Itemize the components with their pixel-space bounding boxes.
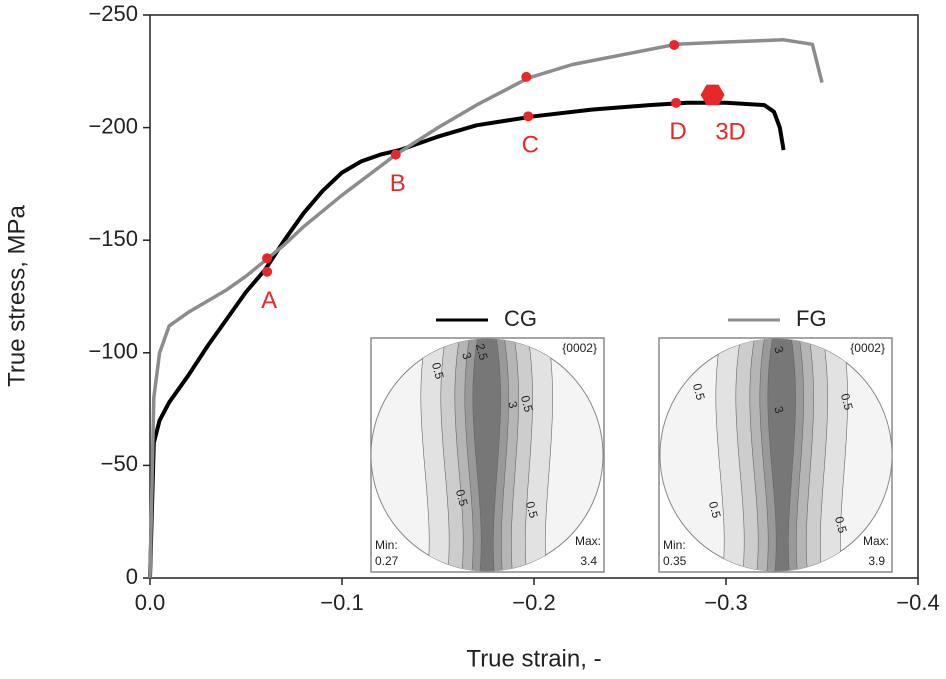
inset-min: 0.27 (375, 554, 399, 568)
contour-label: 3 (459, 351, 474, 361)
inset-min-label: Min: (375, 538, 398, 552)
hexagon-marker (700, 84, 725, 106)
y-tick-label: −200 (88, 113, 138, 138)
inset-max-label: Max: (575, 534, 601, 548)
marker (262, 266, 273, 277)
x-tick-label: −0.2 (512, 590, 555, 615)
contour-label: 0.5 (690, 382, 708, 402)
inset-min: 0.35 (663, 554, 687, 568)
contour-label: 0.5 (706, 500, 724, 520)
contour-label: 0.5 (429, 361, 447, 381)
contour-band (767, 339, 796, 571)
y-tick-label: 0 (126, 564, 138, 589)
contour-label: 3 (771, 345, 786, 355)
x-tick-label: −0.1 (320, 590, 363, 615)
inset-min-label: Min: (663, 538, 686, 552)
marker (262, 253, 273, 264)
y-tick-label: −50 (101, 451, 138, 476)
contour-label: 0.5 (518, 394, 536, 414)
y-tick-label: −150 (88, 226, 138, 251)
contour-band (472, 339, 501, 571)
y-axis-label: True stress, MPa (3, 204, 30, 386)
marker-label: D (669, 118, 686, 145)
contour-label: 0.5 (453, 488, 471, 508)
inset-max: 3.4 (580, 554, 597, 568)
contour-label: 3 (771, 405, 786, 415)
marker (669, 39, 680, 50)
legend-label: FG (796, 306, 827, 331)
marker-label: B (390, 170, 406, 197)
marker (671, 97, 682, 108)
marker (523, 111, 534, 122)
y-tick-label: −100 (88, 339, 138, 364)
contour-label: 0.5 (832, 515, 850, 535)
marker-label: C (522, 132, 539, 159)
contour-label: 0.5 (523, 500, 541, 520)
hexagon-label: 3D (715, 118, 746, 145)
marker (390, 149, 401, 160)
x-tick-label: 0.0 (135, 590, 166, 615)
contour-label: 0.5 (838, 392, 856, 412)
inset-max-label: Max: (863, 534, 889, 548)
contour-label: 2.5 (473, 342, 491, 362)
series-line (148, 38, 824, 579)
contour-label: 3 (505, 400, 520, 410)
legend-label: CG (504, 306, 537, 331)
x-tick-label: −0.3 (704, 590, 747, 615)
inset-title: {0002} (562, 341, 597, 355)
inset-title: {0002} (850, 341, 885, 355)
inset-max: 3.9 (868, 554, 885, 568)
marker-label: A (261, 287, 277, 314)
marker (521, 71, 532, 82)
x-axis-label: True strain, - (466, 645, 601, 672)
x-tick-label: −0.4 (896, 590, 939, 615)
insets: {0002}Min:0.27Max:3.40.50.50.50.52.533{0… (370, 337, 893, 573)
y-tick-label: −250 (88, 1, 138, 26)
